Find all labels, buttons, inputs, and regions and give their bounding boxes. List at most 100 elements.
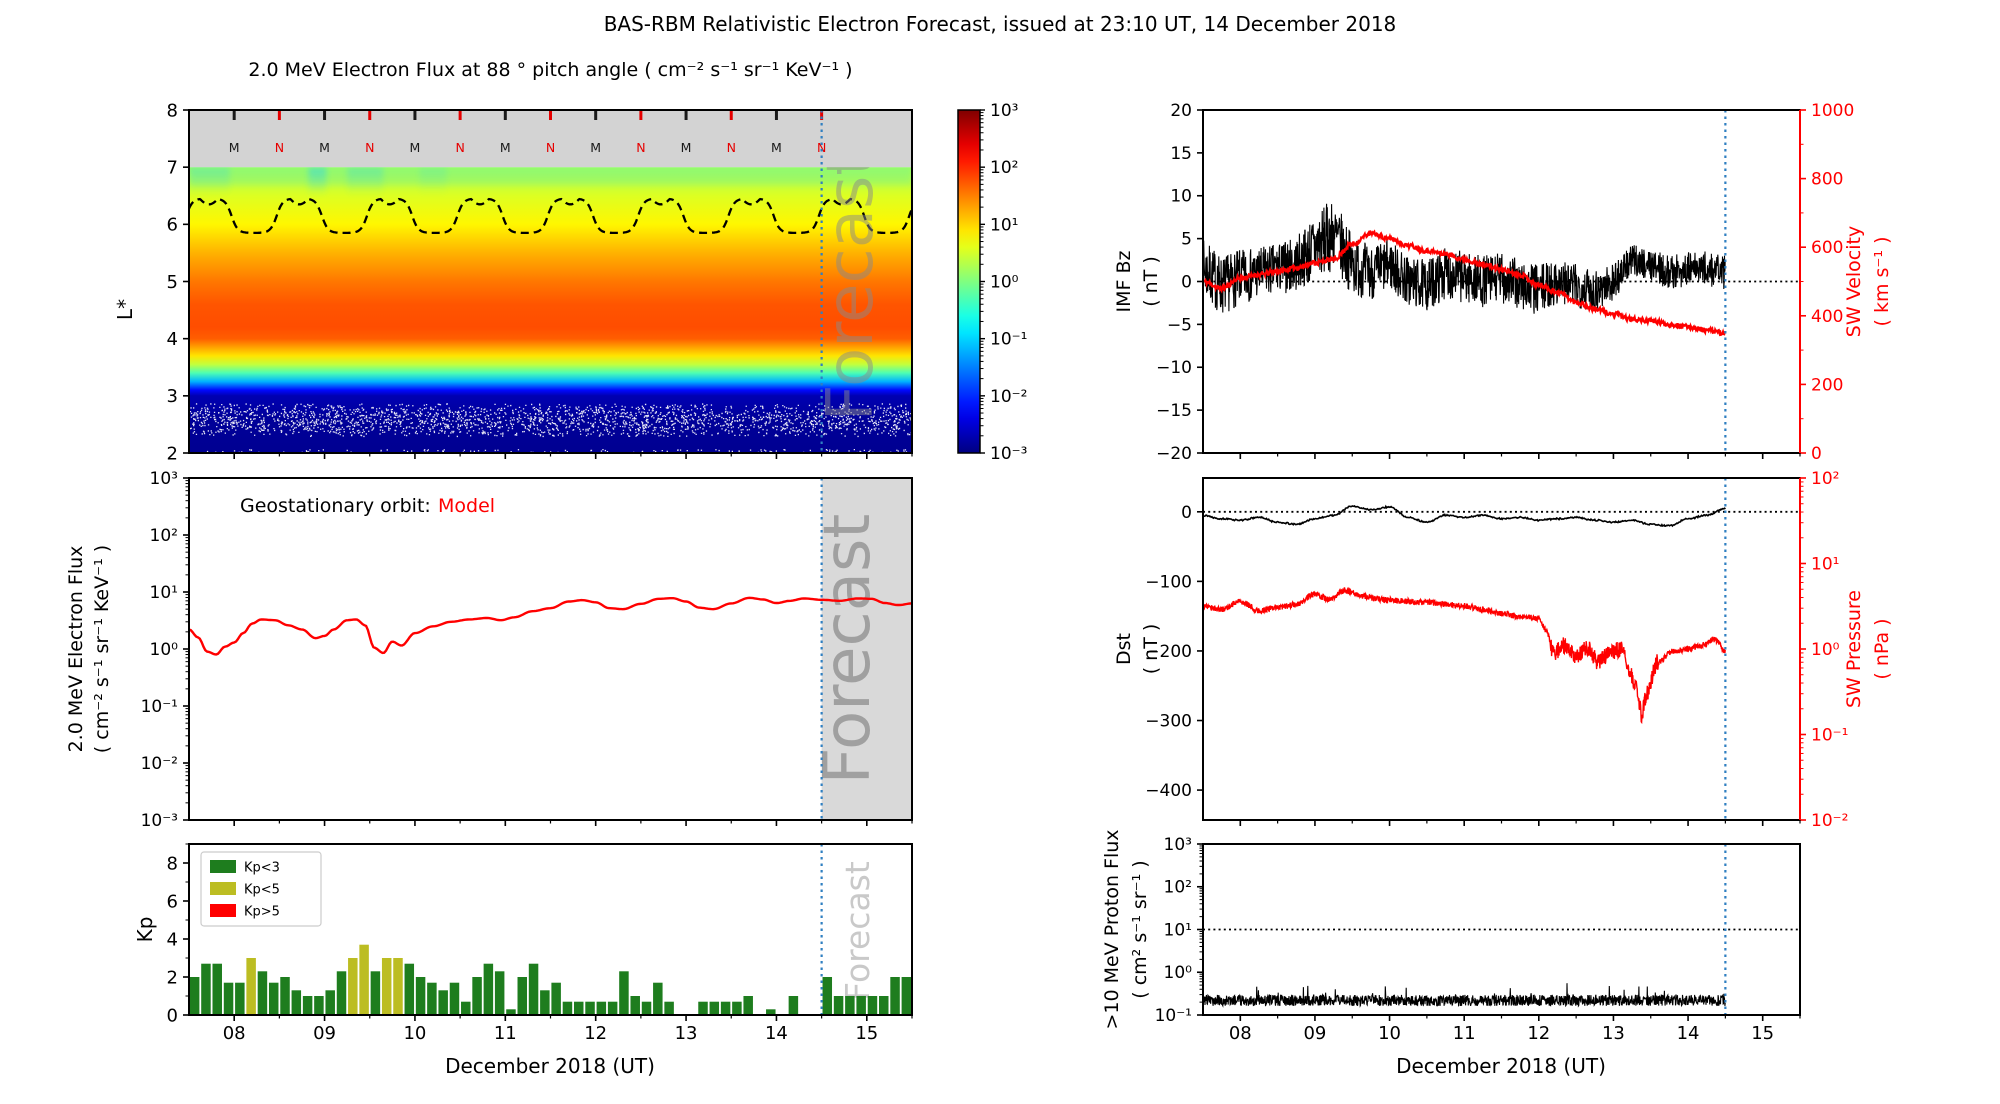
kp-bar — [370, 971, 381, 1015]
x-tick-label: 15 — [855, 1023, 878, 1044]
colorbar-bar — [957, 109, 981, 454]
ylabel-imf-bz: IMF Bz — [1113, 250, 1135, 312]
y-tick-label: −300 — [1145, 711, 1192, 731]
colorbar-tick-label: 10¹ — [990, 215, 1018, 235]
colorbar-tick-label: 10² — [990, 158, 1018, 178]
kp-bar — [901, 977, 912, 1015]
x-tick-label: 10 — [403, 1023, 426, 1044]
kp-bar — [551, 982, 561, 1015]
y-tick-label-right: 800 — [1811, 170, 1843, 190]
kp-bar — [472, 977, 482, 1015]
kp-legend-label: Kp<3 — [244, 861, 280, 876]
y-tick-label-right: 10⁻² — [1811, 811, 1848, 831]
kp-legend-swatch — [210, 904, 236, 917]
kp-bar — [732, 1001, 742, 1015]
forecast-watermark: Forecast — [814, 151, 888, 422]
kp-panel: Forecast 0 2 4 6 8 08 09 10 11 12 13 14 15 December 20… — [133, 843, 913, 1078]
top-cyan-tint — [189, 167, 912, 186]
y-tick-label: 15 — [1170, 144, 1192, 164]
kp-legend-swatch — [210, 882, 236, 895]
kp-bar — [641, 1001, 652, 1015]
geo-flux-frame — [188, 477, 913, 821]
kp-bar — [483, 963, 494, 1015]
kp-bar — [720, 1001, 731, 1015]
kp-bar — [879, 996, 889, 1015]
y-tick-label-right: 200 — [1811, 375, 1843, 395]
ylabel-line2: ( cm⁻² s⁻¹ sr⁻¹ KeV⁻¹ ) — [91, 545, 113, 753]
midnight-label: M — [771, 140, 782, 155]
kp-bar — [280, 977, 290, 1015]
y-tick-label: −20 — [1156, 444, 1192, 464]
imf-bz-line — [1203, 203, 1726, 314]
kp-bar — [246, 958, 256, 1015]
x-tick-label: 15 — [1751, 1023, 1774, 1044]
dst-frame — [1202, 477, 1801, 821]
x-tick-label: 11 — [494, 1023, 517, 1044]
kp-bar — [709, 1001, 720, 1015]
kp-bar — [415, 977, 426, 1015]
x-tick-label: 14 — [765, 1023, 788, 1044]
kp-bar — [653, 982, 663, 1015]
y-tick-label: 10⁰ — [150, 640, 179, 660]
kp-bar — [381, 958, 392, 1015]
kp-bar — [291, 990, 302, 1015]
kp-bar — [336, 971, 347, 1015]
cyan-streak — [189, 167, 230, 196]
noon-label: N — [275, 140, 284, 155]
spectrogram-overlays: Forecast — [189, 151, 912, 453]
y-tick-label: 7 — [167, 157, 178, 178]
x-tick-label: 11 — [1453, 1023, 1476, 1044]
x-tick-label: 12 — [584, 1023, 607, 1044]
y-tick-label: 10 — [1170, 187, 1192, 207]
x-tick-label: 13 — [675, 1023, 698, 1044]
y-tick-label: 6 — [167, 891, 178, 912]
kp-legend-swatch — [210, 860, 236, 873]
colorbar-tick-label: 10⁻² — [990, 387, 1027, 407]
y-tick-label: 10¹ — [1164, 920, 1192, 940]
kp-bar — [393, 958, 403, 1015]
y-tick-label: 10³ — [150, 469, 178, 489]
kp-bar — [302, 996, 313, 1015]
y-tick-label: −400 — [1145, 781, 1192, 801]
y-tick-label: 10³ — [1164, 835, 1192, 855]
sw-velocity-line — [1203, 229, 1726, 337]
bz-velocity-panel: 20 15 10 5 0 −5 −10 −15 −20 1000 800 600 400 200 0 IMF … — [1113, 101, 1893, 464]
x-tick-label: 09 — [313, 1023, 336, 1044]
cyan-streak — [308, 167, 327, 196]
y-tick-label: 10⁻³ — [141, 811, 178, 831]
y-tick-label: 0 — [1181, 503, 1192, 523]
y-tick-label: −10 — [1156, 358, 1192, 378]
kp-bar — [461, 1001, 471, 1015]
y-tick-label: −15 — [1156, 401, 1192, 421]
midnight-label: M — [410, 140, 421, 155]
noon-label: N — [546, 140, 555, 155]
spectrogram-panel: 2.0 MeV Electron Flux at 88 ° pitch angl… — [113, 59, 913, 464]
cyan-streak — [347, 167, 384, 196]
x-tick-label: 09 — [1303, 1023, 1326, 1044]
kp-legend-label: Kp>5 — [244, 905, 280, 920]
y-tick-label: 2 — [167, 443, 178, 464]
ylabel-proton: >10 MeV Proton Flux — [1101, 829, 1123, 1029]
y-tick-label: −5 — [1167, 315, 1192, 335]
y-tick-label-right: 600 — [1811, 238, 1843, 258]
x-tick-label: 10 — [1378, 1023, 1401, 1044]
kp-bar — [890, 977, 900, 1015]
ylabel-proton-units: ( cm² s⁻¹ sr⁻¹ ) — [1129, 860, 1151, 998]
x-tick-label: 13 — [1602, 1023, 1625, 1044]
ylabel-sw-velocity-units: ( km s⁻¹ ) — [1871, 237, 1893, 327]
noon-label: N — [455, 140, 464, 155]
kp-bar — [359, 944, 369, 1015]
y-tick-label: 4 — [167, 329, 178, 350]
y-tick-label: 0 — [1181, 272, 1192, 292]
xlabel-left: December 2018 (UT) — [445, 1054, 655, 1078]
kp-bar — [404, 963, 415, 1015]
ylabel-imf-bz-units: ( nT ) — [1140, 256, 1162, 307]
kp-bar — [325, 990, 335, 1015]
y-tick-label: 5 — [167, 272, 178, 293]
kp-bar — [630, 996, 640, 1015]
y-tick-label: −200 — [1145, 642, 1192, 662]
kp-bar — [698, 1001, 708, 1015]
kp-legend-label: Kp<5 — [244, 883, 280, 898]
kp-bar — [867, 996, 878, 1015]
